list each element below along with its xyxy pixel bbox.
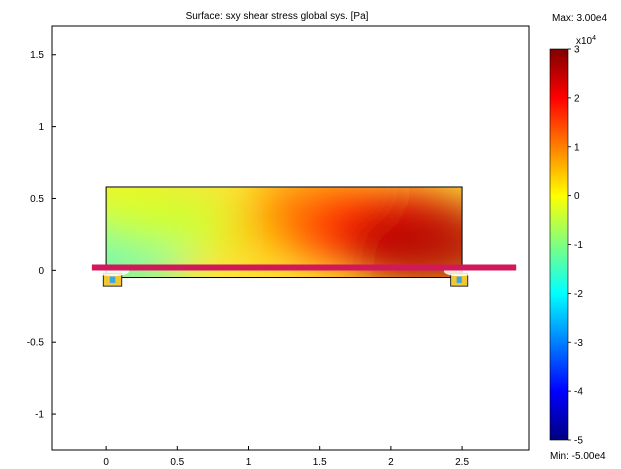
y-tick-label: 0.5 xyxy=(30,194,44,205)
colorbar-exponent-base: x10 xyxy=(576,36,593,47)
colorbar-tick-label: -3 xyxy=(574,338,583,349)
colorbar-max-label: Max: 3.00e4 xyxy=(552,13,607,24)
colorbar: Max: 3.00e4 x104 3 2 1 0 -1 -2 -3 -4 -5 Min: -5.… xyxy=(549,13,607,462)
colorbar-ticks: 3 2 1 0 -1 -2 -3 -4 -5 xyxy=(568,45,583,447)
field-point xyxy=(348,200,463,278)
colorbar-tick-label: 3 xyxy=(574,45,580,56)
colorbar-exponent-label: x104 xyxy=(576,35,596,47)
support-detail xyxy=(456,276,462,283)
colorbar-tick-label: 0 xyxy=(574,191,580,202)
support-detail xyxy=(109,276,116,283)
y-tick-label: 1 xyxy=(38,122,44,133)
y-tick-label: -1 xyxy=(35,410,44,421)
x-tick-label: 1.5 xyxy=(313,457,327,468)
y-tick-label: 1.5 xyxy=(30,50,44,61)
x-tick-label: 1 xyxy=(246,457,252,468)
x-axis: 0 0.5 1 1.5 2 2.5 xyxy=(103,446,469,468)
x-tick-label: 2.5 xyxy=(455,457,469,468)
y-tick-label: -0.5 xyxy=(27,338,45,349)
colorbar-tick-label: 1 xyxy=(574,142,580,153)
field-blur-group xyxy=(106,186,463,278)
colorbar-tick-label: -5 xyxy=(574,436,583,447)
colorbar-exponent-power: 4 xyxy=(592,35,596,42)
colorbar-min-label: Min: -5.00e4 xyxy=(550,451,606,462)
field-point xyxy=(106,186,175,230)
domain-outline xyxy=(105,186,463,279)
colorbar-gradient xyxy=(549,48,569,441)
x-tick-label: 0 xyxy=(103,457,109,468)
colorbar-tick-label: -2 xyxy=(574,289,583,300)
colorbar-tick-label: 2 xyxy=(574,93,580,104)
field-blobs xyxy=(106,186,463,278)
y-axis: 1.5 1 0.5 0 -0.5 -1 xyxy=(27,50,56,421)
stress-field xyxy=(105,186,463,279)
x-tick-label: 2 xyxy=(388,457,394,468)
chart-title: Surface: sxy shear stress global sys. [P… xyxy=(186,11,369,22)
colorbar-tick-label: -1 xyxy=(574,240,583,251)
x-tick-label: 0.5 xyxy=(170,457,184,468)
y-tick-label: 0 xyxy=(38,266,44,277)
colorbar-tick-label: -4 xyxy=(574,387,583,398)
